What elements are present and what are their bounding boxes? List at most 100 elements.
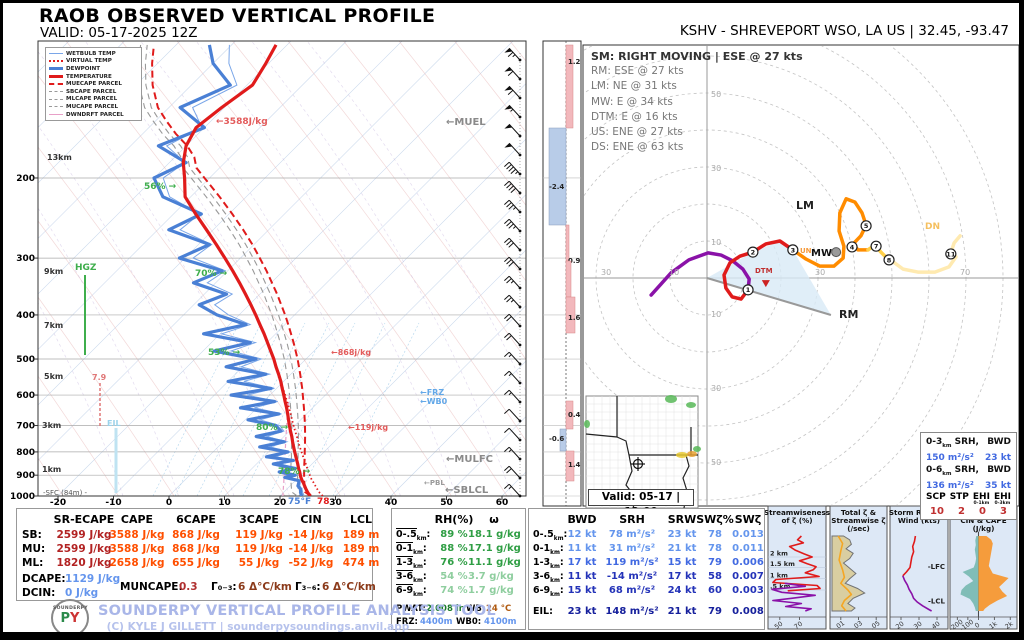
stats-index-headers: SCP STP EHI 0-1km EHI 0-3km bbox=[926, 492, 1011, 507]
hodograph-plot: 10 30 30 70 50 30 10 10 30 50 1 2 3 4 5 78 11 LM RM MW DTM DN… bbox=[584, 46, 1018, 505]
hodograph-label-MW: MW bbox=[811, 248, 832, 259]
rh-omega-table: RH(%) ω 0-.5km: 89 % 18.1 g/kg 0-1km: 88 % 17.1… bbox=[391, 508, 526, 630]
dry-adiabat bbox=[232, 41, 526, 442]
isotherm-line bbox=[38, 41, 403, 406]
barb-full bbox=[506, 278, 512, 284]
barb-station-dot bbox=[518, 210, 522, 214]
barb-full bbox=[508, 223, 514, 229]
height-marker-3 bbox=[787, 244, 799, 256]
shear-value: 0.011 bbox=[732, 543, 764, 554]
shear-row-label: 3-6km: bbox=[533, 571, 564, 584]
legend-item: MUECAPE PARCEL bbox=[49, 80, 141, 88]
storm-motion-line: LM: NE @ 31 kts bbox=[591, 80, 677, 93]
wb0-label: WB0: bbox=[456, 617, 482, 627]
storm-motion-line: DTM: E @ 16 kts bbox=[591, 110, 678, 123]
cape-header: CIN bbox=[300, 513, 322, 526]
barb-full bbox=[508, 204, 514, 210]
height-marker-label: 3 bbox=[791, 246, 796, 254]
barb-pennant bbox=[504, 67, 513, 72]
dry-adiabat bbox=[343, 41, 526, 282]
hodograph-label-UN: UN bbox=[800, 247, 812, 255]
shear-row-label: EIL: bbox=[533, 606, 553, 617]
barb-half bbox=[508, 354, 512, 358]
legend-line-sample bbox=[49, 53, 63, 55]
dry-adiabat bbox=[287, 41, 526, 361]
mini-panel-title: CIN & CAPE bbox=[960, 516, 1006, 525]
wb-label: WB: bbox=[466, 604, 486, 614]
barb-pennant bbox=[504, 143, 513, 148]
legend-line-sample bbox=[49, 114, 63, 116]
barb-half bbox=[508, 392, 512, 396]
skewt-annotation: 53% → bbox=[208, 348, 241, 358]
barb-half bbox=[510, 280, 514, 284]
skewt-annotation: 56% → bbox=[144, 182, 177, 192]
height-marker-label: 2 bbox=[751, 249, 756, 257]
barb-full bbox=[507, 51, 514, 58]
wind-barb bbox=[504, 389, 522, 404]
barb-station-dot bbox=[518, 419, 522, 423]
barb-pennant bbox=[504, 105, 513, 110]
shear-value: 0.008 bbox=[732, 606, 764, 617]
wind-barb bbox=[504, 142, 522, 157]
legend-item: MUCAPE PARCEL bbox=[49, 103, 141, 111]
wind-barb bbox=[504, 85, 522, 100]
mixing-ratio-value: 1.7 g/kg bbox=[468, 585, 514, 596]
legend-item-label: MUCAPE PARCEL bbox=[66, 103, 119, 110]
barb-staff bbox=[508, 313, 521, 327]
cape-value: -52 J/kg bbox=[288, 557, 334, 569]
barb-station-dot bbox=[518, 494, 522, 498]
dry-adiabat bbox=[38, 146, 286, 496]
wind-barb bbox=[504, 161, 522, 176]
moist-adiabat bbox=[84, 41, 346, 496]
cape-value: 189 m bbox=[342, 543, 380, 555]
barb-staff bbox=[508, 483, 521, 497]
shear-value: 15 kt bbox=[667, 557, 697, 568]
shear-header: SWζ bbox=[734, 513, 762, 526]
omega-value-label: 1.2 bbox=[568, 58, 581, 66]
streamwiseness-lower-line bbox=[771, 582, 816, 612]
barb-full bbox=[504, 180, 510, 186]
height-marker-label: 4 bbox=[850, 243, 855, 251]
barb-station-dot bbox=[518, 438, 522, 442]
barb-full bbox=[504, 218, 510, 224]
srw-upper-line bbox=[902, 535, 917, 577]
mini-panel-height-label: 2 km bbox=[770, 550, 788, 558]
barb-full bbox=[504, 237, 510, 243]
mini-panel-tick-label: 30 bbox=[912, 620, 923, 631]
stats-row: 0-6km SRH, BWD bbox=[926, 464, 1011, 480]
barb-full bbox=[508, 166, 514, 172]
skewt-traces bbox=[138, 44, 324, 496]
radar-echo bbox=[687, 451, 697, 457]
isotherm-line bbox=[38, 41, 236, 239]
mini-panel-title: Wind (kts) bbox=[898, 516, 940, 525]
stats-left: 0-3km SRH, bbox=[926, 437, 979, 449]
hodograph-stats-box: 0-3km SRH, BWD 150 m²/s² 23 kt 0-6km SRH, BWD… bbox=[920, 432, 1017, 521]
cape-value: 1820 J/kg bbox=[56, 557, 112, 569]
cape-value: 119 J/kg bbox=[235, 529, 283, 541]
shear-value: 21 kt bbox=[667, 543, 697, 554]
cape-value: 55 J/kg bbox=[238, 557, 280, 569]
barb-pennant bbox=[504, 48, 513, 53]
stats-row: 136 m²/s² 35 kt bbox=[926, 480, 1011, 492]
ring-label: 50 bbox=[711, 90, 721, 99]
shear-value: 0.003 bbox=[732, 585, 764, 596]
shear-value: 78 m²/s² bbox=[608, 529, 656, 540]
legend-item: DWNDRFT PARCEL bbox=[49, 111, 141, 119]
cape-value: 655 J/kg bbox=[172, 557, 220, 569]
legend-line-sample bbox=[49, 106, 63, 108]
hodograph-label-RM: RM bbox=[839, 308, 858, 321]
barb-half bbox=[510, 108, 514, 112]
barb-full bbox=[504, 465, 510, 471]
wind-barb bbox=[504, 332, 522, 347]
temp-tick-label: 10 bbox=[218, 498, 231, 508]
lapse-0-3-value: 6 Δ°C/km bbox=[238, 581, 292, 593]
dry-adiabat bbox=[398, 41, 526, 206]
skewt-background bbox=[38, 41, 526, 496]
dtm-marker bbox=[761, 280, 770, 288]
temp-tick-label: 60 bbox=[496, 498, 509, 508]
barb-full bbox=[504, 199, 510, 205]
barb-staff bbox=[508, 161, 521, 175]
segment-9km-plus-pale bbox=[890, 234, 962, 274]
muecape-parcel-trace bbox=[151, 44, 312, 496]
